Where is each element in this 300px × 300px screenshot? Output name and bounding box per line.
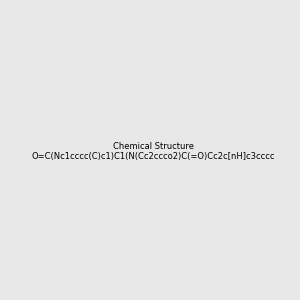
Text: Chemical Structure
O=C(Nc1cccc(C)c1)C1(N(Cc2ccco2)C(=O)Cc2c[nH]c3cccc: Chemical Structure O=C(Nc1cccc(C)c1)C1(N… (32, 142, 275, 161)
